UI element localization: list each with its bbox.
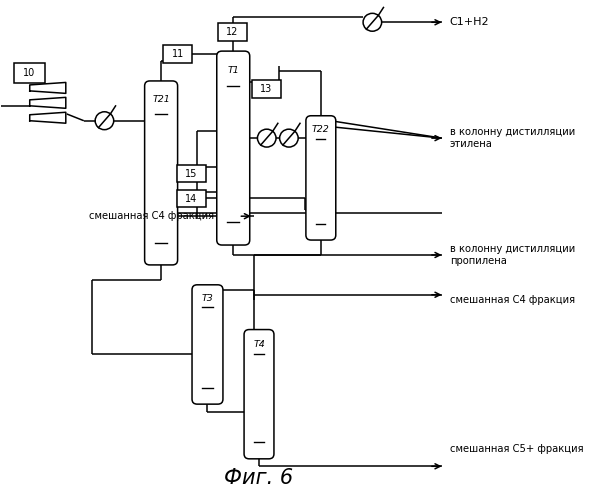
Text: смешанная С5+ фракция: смешанная С5+ фракция bbox=[450, 444, 583, 454]
Text: T4: T4 bbox=[253, 340, 265, 348]
FancyBboxPatch shape bbox=[244, 330, 274, 459]
FancyBboxPatch shape bbox=[192, 285, 223, 404]
Text: T22: T22 bbox=[312, 126, 330, 134]
FancyBboxPatch shape bbox=[144, 81, 178, 265]
Text: в колонну дистилляции
этилена: в колонну дистилляции этилена bbox=[450, 128, 575, 149]
FancyBboxPatch shape bbox=[177, 190, 206, 207]
FancyBboxPatch shape bbox=[177, 165, 206, 182]
Text: 11: 11 bbox=[172, 49, 184, 59]
Text: в колонну дистилляции
пропилена: в колонну дистилляции пропилена bbox=[450, 244, 575, 266]
Polygon shape bbox=[30, 112, 66, 123]
Text: T1: T1 bbox=[227, 66, 239, 76]
Text: 14: 14 bbox=[185, 194, 198, 203]
FancyBboxPatch shape bbox=[306, 116, 336, 240]
Text: 12: 12 bbox=[226, 26, 239, 36]
Text: смешанная С4 фракция: смешанная С4 фракция bbox=[450, 294, 575, 304]
Text: 13: 13 bbox=[260, 84, 272, 94]
FancyBboxPatch shape bbox=[14, 63, 44, 83]
Text: Фиг. 6: Фиг. 6 bbox=[224, 468, 294, 487]
FancyBboxPatch shape bbox=[218, 23, 247, 40]
Text: смешанная С4 фракция: смешанная С4 фракция bbox=[89, 211, 214, 221]
Text: T3: T3 bbox=[202, 294, 213, 303]
FancyBboxPatch shape bbox=[252, 80, 281, 98]
Polygon shape bbox=[30, 98, 66, 108]
Text: 15: 15 bbox=[185, 168, 198, 178]
FancyBboxPatch shape bbox=[163, 45, 192, 63]
Text: 10: 10 bbox=[23, 68, 36, 78]
Text: С1+Н2: С1+Н2 bbox=[450, 18, 489, 28]
Text: T21: T21 bbox=[152, 96, 170, 104]
FancyBboxPatch shape bbox=[217, 51, 250, 245]
Polygon shape bbox=[30, 82, 66, 94]
